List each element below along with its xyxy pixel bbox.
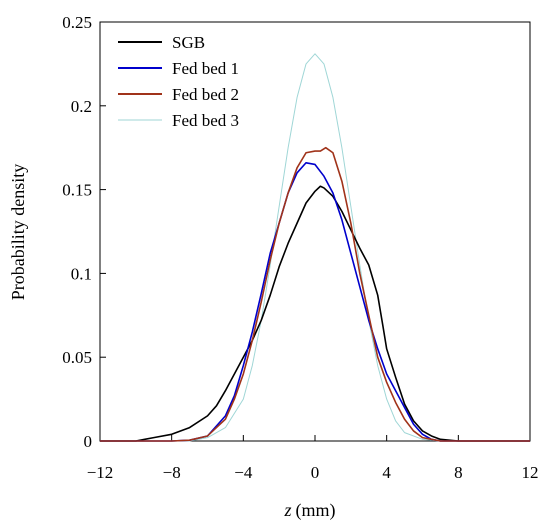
series-line-sgb (100, 185, 530, 442)
x-tick-label: 8 (454, 463, 463, 482)
x-axis-title: z (mm) (283, 500, 335, 521)
y-tick-labels: 0 0.05 0.1 0.15 0.2 0.25 (62, 13, 92, 451)
legend-label: Fed bed 1 (172, 59, 239, 78)
y-tick-label: 0.25 (62, 13, 92, 32)
legend-label: Fed bed 3 (172, 111, 239, 130)
series-line-fed-bed-2 (100, 146, 530, 442)
y-tick-label: 0 (84, 432, 93, 451)
x-axis-unit: (mm) (296, 500, 336, 521)
plot-frame (99, 21, 531, 442)
series-line-fed-bed-3 (100, 53, 530, 442)
x-axis-variable: z (283, 500, 291, 520)
y-axis-title: Probability density (8, 164, 28, 301)
legend-label: SGB (172, 33, 205, 52)
x-tick-label: −4 (234, 463, 253, 482)
x-tick-label: −12 (87, 463, 114, 482)
x-tick-labels: −12 −8 −4 0 4 8 12 (87, 463, 539, 482)
tick-marks (99, 21, 531, 442)
y-tick-label: 0.1 (71, 264, 92, 283)
series-lines (100, 53, 530, 442)
x-tick-label: 0 (311, 463, 320, 482)
y-tick-label: 0.15 (62, 181, 92, 200)
x-tick-label: −8 (163, 463, 181, 482)
x-tick-label: 12 (522, 463, 539, 482)
x-tick-label: 4 (382, 463, 391, 482)
legend-label: Fed bed 2 (172, 85, 239, 104)
legend: SGB Fed bed 1 Fed bed 2 Fed bed 3 (118, 33, 239, 130)
series-line-fed-bed-1 (100, 161, 530, 442)
y-tick-label: 0.2 (71, 97, 92, 116)
y-tick-label: 0.05 (62, 348, 92, 367)
